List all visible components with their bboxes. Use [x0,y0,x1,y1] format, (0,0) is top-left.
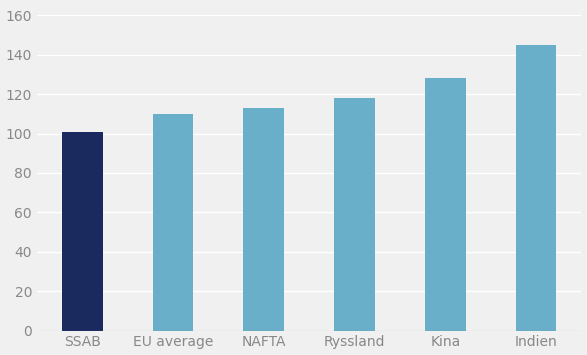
Bar [425,78,465,331]
Bar [153,114,194,331]
Bar [62,132,103,331]
Bar [334,98,375,331]
Bar [515,45,556,331]
Bar [244,108,284,331]
